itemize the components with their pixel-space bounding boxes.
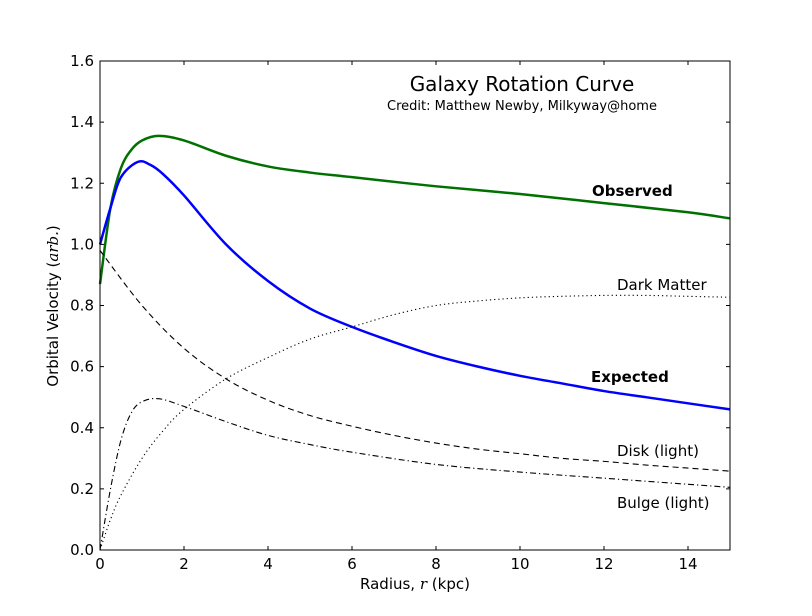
chart-subtitle: Credit: Matthew Newby, Milkyway@home: [387, 99, 657, 114]
series-line-dark-matter: [99, 294, 731, 551]
y-tick-label: 0.2: [70, 480, 94, 498]
x-tick-label: 2: [179, 555, 189, 573]
series-layer: [98, 134, 731, 551]
chart-title: Galaxy Rotation Curve: [410, 72, 635, 96]
y-axis-label: Orbital Velocity (arb.): [44, 225, 62, 386]
y-tick-label: 1.4: [70, 113, 94, 131]
label-expected: Expected: [591, 368, 669, 386]
x-tick-label: 8: [431, 555, 441, 573]
x-tick-label: 12: [594, 555, 613, 573]
label-bulge: Bulge (light): [617, 494, 709, 512]
series-line-disk-light: [99, 250, 731, 472]
x-tick-label: 4: [263, 555, 273, 573]
x-tick-label: 6: [347, 555, 357, 573]
series-line-expected: [98, 159, 731, 411]
series-line-bulge-light: [99, 397, 731, 551]
y-tick-label: 0.0: [70, 541, 94, 559]
label-observed: Observed: [592, 182, 673, 200]
y-tick-label: 1.0: [70, 235, 94, 253]
label-disk: Disk (light): [617, 442, 699, 460]
ticks-layer: 0 2 4 6 8 10 12 14 0.0 0.2 0.4 0.6 0.8 1.0 1.2 1.4 1.6: [70, 52, 730, 573]
y-tick-label: 0.8: [70, 297, 94, 315]
y-tick-label: 1.6: [70, 52, 94, 70]
y-tick-label: 1.2: [70, 174, 94, 192]
label-dark-matter: Dark Matter: [617, 276, 707, 294]
x-tick-label: 10: [510, 555, 529, 573]
y-tick-label: 0.6: [70, 358, 94, 376]
x-axis-label: Radius, r (kpc): [360, 575, 470, 593]
x-tick-label: 14: [678, 555, 697, 573]
y-tick-label: 0.4: [70, 419, 94, 437]
series-line-observed: [98, 134, 731, 285]
x-tick-label: 0: [95, 555, 105, 573]
